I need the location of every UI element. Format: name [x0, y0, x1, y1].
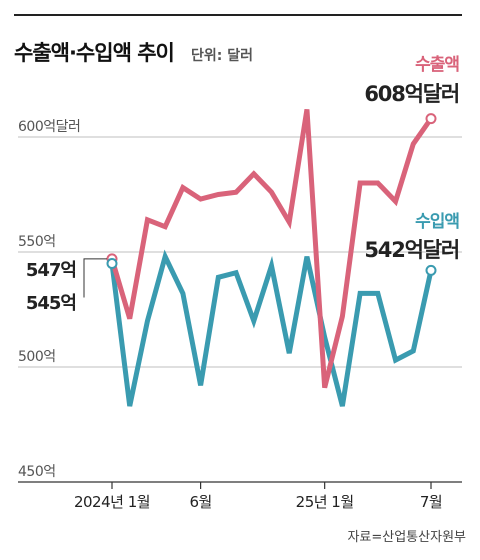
y-tick-label: 450억 — [18, 464, 56, 480]
exports-marker — [425, 113, 437, 125]
imports-marker — [106, 258, 118, 269]
x-tick-label: 25년 1월 — [296, 493, 354, 511]
series-line-exports — [109, 109, 434, 389]
x-tick-label: 2024년 1월 — [74, 493, 150, 511]
exports-series-name: 수출액 — [415, 55, 459, 75]
chart-unit: 단위: 달러 — [191, 48, 253, 64]
x-tick-label: 7월 — [420, 493, 442, 511]
title-rule — [14, 14, 462, 16]
imports-start-label: 545억 — [26, 293, 76, 314]
source-note: 자료=산업통산자원부 — [347, 530, 466, 545]
chart-title: 수출액·수입액 추이 — [14, 41, 175, 65]
exports-end-label: 608억달러 — [364, 82, 459, 106]
y-tick-label: 500억 — [18, 349, 56, 365]
imports-series-name: 수입액 — [415, 212, 459, 232]
y-tick-label: 600억달러 — [18, 119, 80, 135]
x-tick-label: 6월 — [189, 493, 211, 511]
start-label-leader — [83, 258, 107, 298]
series-line-imports — [109, 249, 434, 407]
exports-start-label: 547억 — [26, 260, 76, 281]
imports-marker — [425, 264, 437, 276]
chart-title-block: 수출액·수입액 추이 단위: 달러 — [14, 30, 253, 68]
y-tick-label: 550억 — [18, 234, 56, 250]
imports-end-label: 542억달러 — [364, 238, 459, 262]
